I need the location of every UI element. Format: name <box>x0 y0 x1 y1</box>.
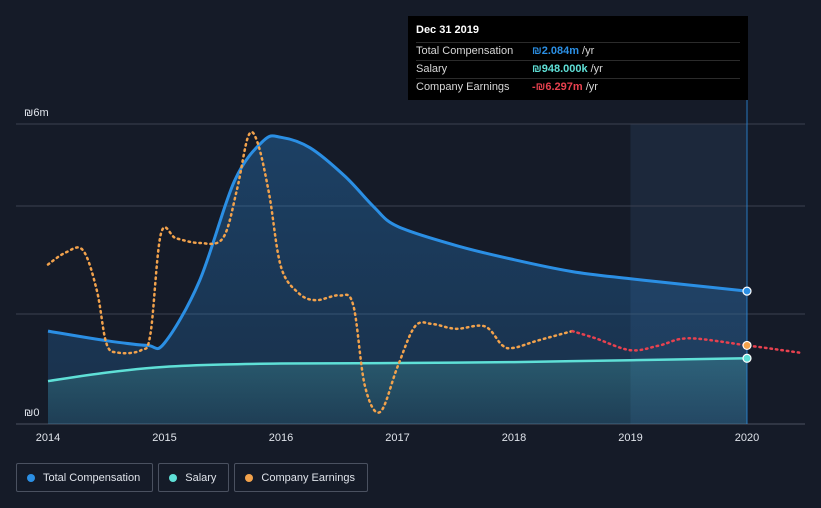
company-earnings-forecast-line <box>571 329 801 354</box>
legend: Total Compensation Salary Company Earnin… <box>16 463 368 492</box>
company-earnings-point <box>742 340 752 351</box>
x-tick-label: 2014 <box>36 432 60 444</box>
legend-item-salary[interactable]: Salary <box>158 463 230 492</box>
tooltip-label: Total Compensation <box>416 45 514 57</box>
tooltip-unit: /yr <box>585 81 598 93</box>
x-tick-label: 2017 <box>385 432 409 444</box>
x-tick-label: 2016 <box>269 432 293 444</box>
total-compensation-area <box>48 135 747 424</box>
tooltip-unit: /yr <box>590 63 603 75</box>
tooltip-value: ₪948.000k <box>532 63 588 75</box>
legend-item-total-compensation[interactable]: Total Compensation <box>16 463 154 492</box>
tooltip-label: Company Earnings <box>416 81 510 93</box>
tooltip-unit: /yr <box>582 45 595 57</box>
legend-dot-icon <box>245 473 254 482</box>
tooltip-label: Salary <box>416 63 448 75</box>
tooltip-value: -₪6.297m <box>532 81 583 93</box>
legend-dot-icon <box>27 473 35 482</box>
total-compensation-line <box>47 134 748 351</box>
tooltip: Dec 31 2019 Total Compensation ₪2.084m /… <box>408 16 748 100</box>
legend-label: Total Compensation <box>43 471 141 484</box>
x-tick-label: 2019 <box>618 432 642 444</box>
x-tick-label: 2015 <box>152 432 176 444</box>
y-tick-label: ₪0 <box>24 407 39 419</box>
tooltip-row-total: Total Compensation ₪2.084m /yr <box>416 42 740 60</box>
x-tick-label: 2018 <box>502 432 526 444</box>
tooltip-row-salary: Salary ₪948.000k /yr <box>416 60 740 78</box>
legend-label: Salary <box>185 471 217 484</box>
company-earnings-line <box>46 130 574 414</box>
salary-point <box>742 353 752 363</box>
tooltip-value: ₪2.084m <box>532 45 580 57</box>
legend-item-company-earnings[interactable]: Company Earnings <box>234 463 368 492</box>
tooltip-date: Dec 31 2019 <box>416 24 479 36</box>
tooltip-row-earnings: Company Earnings -₪6.297m /yr <box>416 78 740 96</box>
legend-dot-icon <box>169 473 178 482</box>
x-tick-label: 2020 <box>735 432 759 444</box>
salary-area <box>48 358 747 424</box>
total-compensation-point <box>742 286 752 296</box>
legend-label: Company Earnings <box>261 471 355 484</box>
salary-line <box>47 357 748 383</box>
y-tick-label: ₪6m <box>24 107 49 119</box>
